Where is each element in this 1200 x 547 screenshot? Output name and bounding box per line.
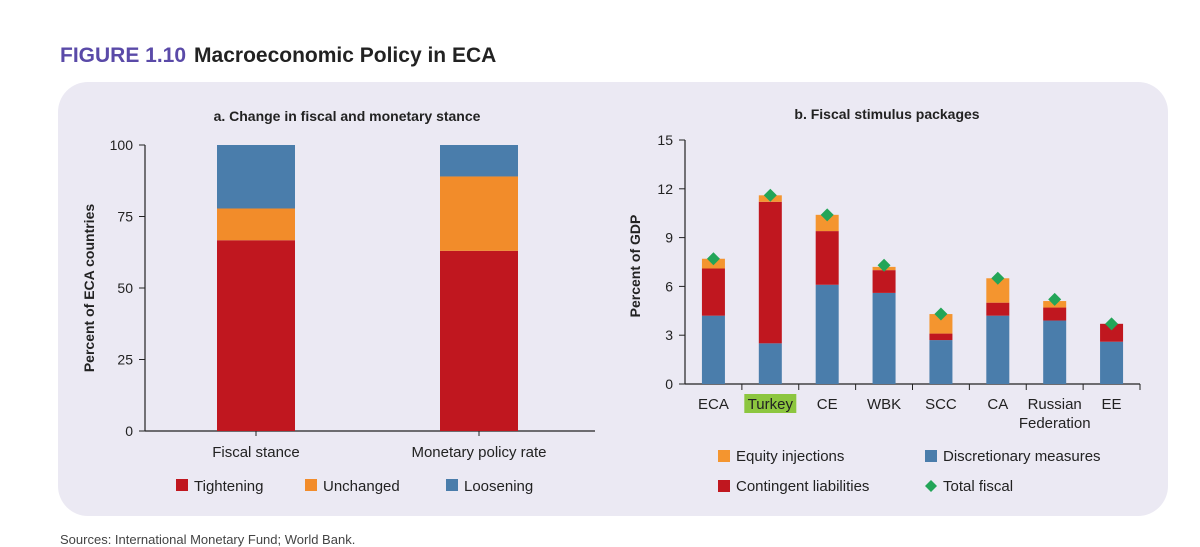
chart-a-y-tick-label: 50 [117,280,133,296]
chart-b-bar-equity-injections [815,214,839,232]
chart-a-bar-loosening [440,145,518,177]
chart-b-y-label: Percent of GDP [627,215,643,318]
chart-b-y-tick-label: 6 [665,278,673,294]
chart-b-bar-contingent-liabilities [1100,323,1124,342]
chart-a-title: a. Change in fiscal and monetary stance [214,108,481,124]
chart-b-label-highlight [744,394,797,413]
figure-title: FIGURE 1.10 Macroeconomic Policy in ECA [60,44,496,68]
chart-b-bar-discretionary-measures [701,315,725,384]
chart-b-x-tick-label: EE [1102,396,1122,413]
chart-b-total-marker [877,258,891,272]
chart-b-y-tick-label: 12 [657,181,673,197]
chart-b-total-marker [763,188,777,202]
chart-a-legend-label: Loosening [464,478,533,495]
chart-b-legend-label: Discretionary measures [943,448,1101,465]
chart-b-bar-contingent-liabilities [986,302,1010,316]
chart-b-total-marker [706,252,720,266]
chart-b-total-marker [1048,292,1062,306]
chart-b-bar-contingent-liabilities [758,201,782,344]
chart-a-legend-swatch [446,479,458,491]
chart-b-x-tick-label: CA [987,396,1008,413]
chart-b-bar-equity-injections [929,314,953,334]
source-note: Sources: International Monetary Fund; Wo… [60,532,356,547]
chart-b-title: b. Fiscal stimulus packages [794,106,979,122]
chart-b-bar-discretionary-measures [929,340,953,384]
chart-b-legend-swatch [718,480,730,492]
chart-b-x-tick-label: ECA [698,396,729,413]
chart-a: a. Change in fiscal and monetary stance 0… [81,108,595,495]
chart-a-y-tick-label: 100 [110,137,134,153]
chart-b-y-tick-label: 15 [657,132,673,148]
chart-a-bar-loosening [217,145,295,209]
chart-b-x-tick-label: WBK [867,396,901,413]
chart-a-y-tick-label: 25 [117,352,133,368]
chart-b-legend-swatch [925,450,937,462]
chart-b-total-marker [934,307,948,321]
chart-b-bar-contingent-liabilities [815,231,839,285]
chart-a-x-tick-label: Monetary policy rate [411,444,546,461]
chart-a-legend-label: Unchanged [323,478,400,495]
chart-b-x-tick-label: Russian [1028,396,1082,413]
chart-b-bar-discretionary-measures [872,292,896,384]
chart-b-x-tick-label: CE [817,396,838,413]
chart-b-bar-discretionary-measures [1100,341,1124,384]
chart-a-y-tick-label: 0 [125,423,133,439]
chart-a-legend-label: Tightening [194,478,264,495]
chart-b-legend-swatch [718,450,730,462]
chart-b-bar-contingent-liabilities [701,268,725,316]
chart-b-bar-discretionary-measures [815,284,839,384]
chart-a-x-tick-label: Fiscal stance [212,444,300,461]
chart-a-bar-tightening [440,250,518,431]
chart-a-legend-swatch [176,479,188,491]
chart-b-y-tick-label: 9 [665,230,673,246]
chart-b-total-marker [820,208,834,222]
figure-caption: Macroeconomic Policy in ECA [194,44,497,67]
chart-b-legend-label: Total fiscal [943,478,1013,495]
chart-b-bar-discretionary-measures [758,343,782,384]
chart-a-y-tick-label: 75 [117,209,133,225]
chart-b-bar-contingent-liabilities [929,333,953,341]
chart-b-legend-label: Contingent liabilities [736,478,869,495]
chart-b-total-marker [1105,317,1119,331]
chart-b-legend-label: Equity injections [736,448,844,465]
chart-a-bar-unchanged [217,208,295,241]
chart-b-bar-discretionary-measures [1043,320,1067,384]
chart-a-bar-unchanged [440,176,518,251]
chart-b-x-tick-label: Turkey [748,396,794,413]
chart-b-bar-contingent-liabilities [1043,307,1067,321]
chart-b-y-tick-label: 3 [665,327,673,343]
chart-b-bar-equity-injections [986,278,1010,303]
chart-a-y-label: Percent of ECA countries [81,204,97,373]
figure-number: FIGURE 1.10 [60,44,187,67]
chart-a-legend-swatch [305,479,317,491]
chart-b-y-tick-label: 0 [665,376,673,392]
chart-b-x-tick-label: Federation [1019,415,1091,432]
chart-b-total-marker [991,271,1005,285]
chart-b: b. Fiscal stimulus packages 0 3 6 9 12 15 Perce… [627,106,1141,495]
chart-b-legend-swatch [925,480,937,492]
chart-b-x-tick-label: SCC [925,396,957,413]
chart-b-bar-contingent-liabilities [872,270,896,293]
chart-b-bar-discretionary-measures [986,315,1010,384]
chart-a-bar-tightening [217,240,295,431]
